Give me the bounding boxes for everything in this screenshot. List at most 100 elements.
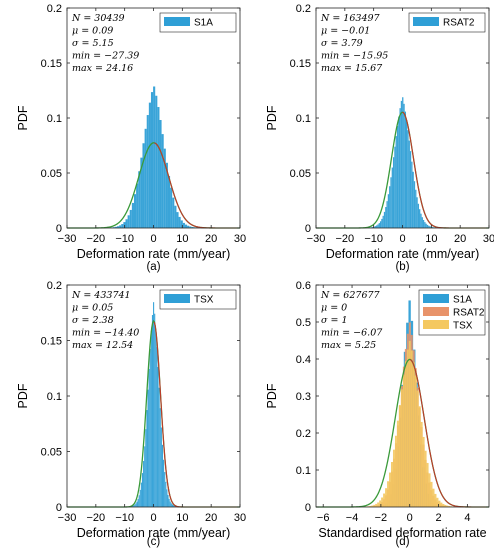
histogram-bar-tsx	[436, 497, 439, 507]
stats-annotation: N = 433741 μ = 0.05σ = 2.38 min = −14.40ma…	[71, 290, 139, 351]
x-tick-label: 0	[150, 512, 156, 524]
stat-3: min = −15.95	[321, 51, 388, 62]
histogram-bar-tsx	[136, 501, 138, 507]
histogram-bar-s1a	[129, 209, 132, 228]
normal-fit-line-right	[153, 321, 240, 508]
histogram-bar-tsx	[168, 498, 170, 507]
y-tick-label: 0	[56, 502, 62, 514]
histogram-bar-rsat2	[385, 207, 387, 228]
panel-caption: (c)	[147, 536, 161, 548]
histogram-bar-tsx	[145, 429, 147, 507]
histogram-bar-tsx	[414, 375, 417, 507]
y-tick-label: 0.15	[41, 336, 62, 348]
histogram-bar-tsx	[373, 504, 376, 507]
stat-4: max = 15.67	[321, 63, 383, 74]
histogram-bar-s1a	[187, 225, 190, 228]
chart-panel-2: −30 −20 −10 0 10 20 30 0 0.05 0.1 0.15 0.2 Deformati…	[265, 3, 494, 273]
histogram-bar-tsx	[174, 505, 176, 507]
histogram-bar-rsat2	[415, 189, 417, 228]
x-tick-label: 20	[454, 233, 466, 245]
histogram-bar-tsx	[143, 461, 145, 507]
histogram-bar-rsat2	[413, 181, 416, 228]
panel-caption: (d)	[395, 536, 409, 548]
histogram-bar-s1a	[127, 215, 130, 228]
x-tick-label: −10	[115, 512, 134, 524]
y-tick-label: 0.1	[296, 465, 311, 477]
histogram-bar-s1a	[174, 205, 177, 228]
histogram-bar-tsx	[157, 367, 159, 507]
x-tick-label: −20	[86, 512, 105, 524]
histogram-bar-s1a	[176, 212, 179, 228]
y-axis-label: PDF	[16, 105, 30, 130]
histogram-bar-rsat2	[424, 222, 426, 228]
histogram-bar-tsx	[134, 504, 136, 507]
histogram-bar-s1a	[114, 226, 117, 228]
x-tick-label: −2	[375, 512, 388, 524]
stat-2: σ = 1	[321, 315, 348, 326]
histogram-bar-s1a	[116, 226, 120, 228]
histogram-bar-rsat2	[383, 211, 386, 228]
histogram-bar-tsx	[131, 505, 134, 507]
histogram-bar-s1a	[136, 183, 139, 228]
stat-0: N = 30439	[71, 13, 125, 24]
legend: S1A RSAT2 TSX	[418, 289, 486, 336]
histogram-bar-tsx	[167, 494, 169, 507]
legend-swatch	[423, 320, 449, 329]
x-tick-label: −4	[346, 512, 359, 524]
histogram-bar-tsx	[400, 389, 403, 507]
histogram-bar-rsat2	[390, 177, 392, 228]
histogram-bar-s1a	[119, 225, 122, 228]
histogram-bar-s1a	[182, 222, 185, 228]
x-tick-label: 0	[407, 512, 413, 524]
histogram-bar-tsx	[133, 505, 135, 507]
histogram-bar-rsat2	[426, 224, 429, 228]
legend: TSX	[159, 289, 237, 310]
legend-label: RSAT2	[443, 18, 475, 29]
histogram-bar-tsx	[154, 313, 156, 507]
x-axis-label: Deformation rate (mm/year)	[77, 526, 231, 540]
histogram-bar-s1a	[170, 187, 173, 228]
y-axis-label: PDF	[265, 105, 279, 130]
histogram	[110, 86, 198, 228]
histogram-bar-rsat2	[407, 130, 409, 228]
y-tick-label: 0.15	[41, 58, 62, 70]
histogram-bar-tsx	[161, 444, 164, 507]
y-axis-label: PDF	[16, 383, 30, 408]
legend-label: S1A	[194, 18, 213, 29]
x-tick-label: −30	[307, 233, 326, 245]
histogram-bar-rsat2	[394, 146, 396, 228]
histogram-bar-tsx	[387, 481, 390, 507]
histogram-bar-rsat2	[429, 226, 431, 228]
legend-swatch	[413, 17, 439, 26]
histogram-bar-s1a	[178, 216, 181, 228]
histogram-bar-tsx	[377, 502, 380, 507]
y-tick-label: 0	[56, 223, 62, 235]
histogram-bar-tsx	[173, 505, 175, 507]
histogram-bar-tsx	[150, 330, 152, 507]
histogram-bar-tsx	[165, 481, 167, 507]
stat-2: σ = 3.79	[321, 38, 363, 49]
histogram-bar-rsat2	[404, 111, 407, 228]
legend-label: TSX	[453, 321, 473, 332]
histogram-bar-tsx	[428, 473, 431, 507]
chart-panel-3: −30 −20 −10 0 10 20 30 0 0.05 0.1 0.15 0.2 Deformati…	[16, 280, 246, 548]
histogram-bar-tsx	[383, 493, 386, 507]
legend: RSAT2	[408, 12, 486, 33]
histogram-bar-rsat2	[392, 157, 395, 228]
histogram-bar-s1a	[125, 219, 128, 228]
histogram-bar-rsat2	[425, 223, 427, 228]
histogram-bar-tsx	[151, 315, 154, 507]
histogram-bar-s1a	[138, 171, 141, 228]
x-tick-label: 2	[435, 512, 441, 524]
histogram-bar-tsx	[391, 462, 393, 507]
legend-swatch	[164, 17, 190, 26]
histogram-bar-rsat2	[409, 151, 412, 228]
histogram-bar-rsat2	[378, 223, 380, 228]
y-tick-label: 0.6	[296, 280, 311, 292]
stats-annotation: N = 163497 μ = −0.01σ = 3.79 min = −15.95m…	[320, 13, 388, 74]
stats-annotation: N = 30439 μ = 0.09σ = 5.15 min = −27.39max…	[71, 13, 139, 74]
y-tick-label: 0	[305, 502, 311, 514]
x-tick-label: 10	[425, 233, 437, 245]
x-tick-label: 10	[176, 233, 188, 245]
histogram-bar-tsx	[392, 449, 395, 507]
